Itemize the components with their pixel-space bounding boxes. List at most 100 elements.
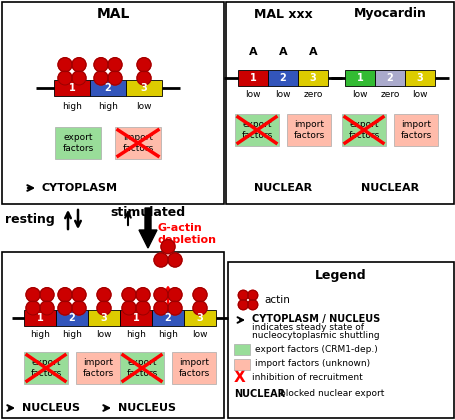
Bar	[184, 310, 216, 326]
Circle shape	[72, 288, 86, 302]
Bar	[233, 359, 249, 370]
Circle shape	[72, 58, 86, 72]
Text: export: export	[63, 133, 92, 142]
Bar	[120, 352, 164, 384]
Text: stimulated: stimulated	[110, 205, 185, 218]
Text: 1: 1	[36, 313, 43, 323]
Bar	[2, 2, 223, 204]
Text: factors: factors	[348, 131, 379, 140]
Bar	[24, 310, 56, 326]
Circle shape	[238, 290, 248, 300]
Text: MAL xxx: MAL xxx	[253, 8, 312, 21]
Text: resting: resting	[5, 213, 55, 226]
Text: zero: zero	[379, 90, 399, 99]
Circle shape	[154, 301, 167, 315]
Text: factors: factors	[126, 369, 157, 378]
Circle shape	[58, 71, 72, 85]
Circle shape	[238, 300, 248, 310]
Text: NUCLEAR: NUCLEAR	[233, 389, 284, 399]
Circle shape	[58, 301, 72, 315]
Text: 3: 3	[140, 83, 147, 93]
Bar	[298, 70, 327, 86]
Text: 2: 2	[279, 73, 286, 83]
Circle shape	[40, 288, 54, 302]
Text: low: low	[192, 330, 207, 339]
Circle shape	[154, 288, 167, 302]
Bar	[404, 70, 434, 86]
Circle shape	[97, 288, 111, 302]
Circle shape	[40, 301, 54, 315]
Circle shape	[192, 301, 207, 315]
Text: NUCLEUS: NUCLEUS	[22, 403, 80, 413]
Bar	[115, 127, 161, 159]
Bar	[172, 352, 216, 384]
Text: high: high	[62, 330, 82, 339]
Text: A: A	[248, 47, 257, 57]
Text: factors: factors	[241, 131, 272, 140]
Text: X: X	[233, 370, 245, 386]
Text: import: import	[293, 120, 324, 129]
Text: low: low	[351, 90, 367, 99]
Text: 3: 3	[416, 73, 422, 83]
Text: high: high	[158, 330, 177, 339]
Text: 2: 2	[386, 73, 393, 83]
Text: factors: factors	[399, 131, 431, 140]
Text: low: low	[136, 102, 152, 111]
Text: 1: 1	[68, 83, 75, 93]
Circle shape	[136, 71, 151, 85]
Text: import factors (unknown): import factors (unknown)	[254, 360, 369, 368]
Text: 3: 3	[309, 73, 316, 83]
Circle shape	[167, 301, 182, 315]
Circle shape	[167, 288, 182, 302]
Text: blocked nuclear export: blocked nuclear export	[279, 389, 384, 399]
Circle shape	[26, 301, 40, 315]
Circle shape	[247, 300, 257, 310]
Bar	[233, 344, 249, 355]
Bar	[286, 114, 330, 146]
Text: export: export	[242, 120, 271, 129]
Text: NUCLEAR: NUCLEAR	[360, 183, 418, 193]
Text: 1: 1	[249, 73, 256, 83]
Text: high: high	[30, 330, 50, 339]
Text: factors: factors	[122, 144, 153, 153]
Text: MAL: MAL	[96, 7, 129, 21]
Bar	[56, 310, 88, 326]
Text: import: import	[123, 133, 153, 142]
Polygon shape	[139, 208, 157, 248]
Text: low: low	[411, 90, 427, 99]
Circle shape	[72, 71, 86, 85]
Text: 3: 3	[196, 313, 203, 323]
Text: export factors (CRM1-dep.): export factors (CRM1-dep.)	[254, 344, 377, 354]
Text: inhibition of recruitment: inhibition of recruitment	[252, 373, 362, 383]
Text: import: import	[179, 358, 208, 367]
Bar	[76, 352, 120, 384]
Text: depletion: depletion	[157, 235, 217, 245]
Circle shape	[167, 253, 182, 267]
Circle shape	[58, 58, 72, 72]
Text: CYTOPLASM: CYTOPLASM	[42, 183, 118, 193]
Text: factors: factors	[30, 369, 61, 378]
Bar	[54, 80, 90, 96]
Text: A: A	[278, 47, 287, 57]
Circle shape	[247, 290, 257, 300]
Bar	[88, 310, 120, 326]
Text: high: high	[126, 330, 146, 339]
Circle shape	[94, 71, 108, 85]
Text: 2: 2	[68, 313, 75, 323]
Bar	[228, 262, 453, 418]
Text: export: export	[349, 120, 378, 129]
Circle shape	[58, 288, 72, 302]
Text: CYTOPLASM / NUCLEUS: CYTOPLASM / NUCLEUS	[252, 314, 379, 324]
Circle shape	[108, 58, 122, 72]
Text: low: low	[245, 90, 260, 99]
Bar	[268, 70, 298, 86]
Text: factors: factors	[293, 131, 324, 140]
Bar	[344, 70, 374, 86]
Text: 3: 3	[101, 313, 107, 323]
Text: NUCLEUS: NUCLEUS	[118, 403, 176, 413]
Bar	[152, 310, 184, 326]
Text: factors: factors	[178, 369, 209, 378]
Text: 1: 1	[132, 313, 139, 323]
Text: Myocardin: Myocardin	[353, 8, 425, 21]
Circle shape	[26, 288, 40, 302]
